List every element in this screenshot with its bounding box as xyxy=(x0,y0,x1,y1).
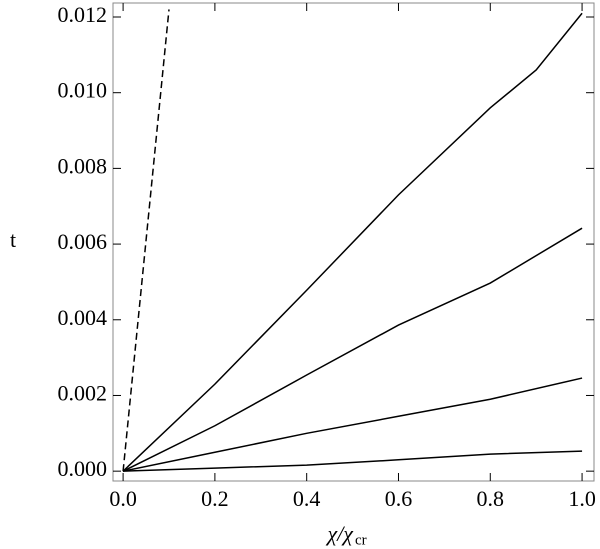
x-axis-label: χ/χ xyxy=(326,521,355,546)
y-tick-label: 0.000 xyxy=(58,456,108,481)
y-tick-label: 0.012 xyxy=(58,2,108,27)
y-axis-label: t xyxy=(10,227,16,252)
series-line xyxy=(122,377,583,472)
series-line xyxy=(122,227,583,472)
x-axis-label-sub: cr xyxy=(355,532,367,548)
x-tick-label: 0.8 xyxy=(477,486,505,511)
y-tick-label: 0.008 xyxy=(58,153,108,178)
x-tick-label: 0.0 xyxy=(109,486,137,511)
x-tick-label: 0.6 xyxy=(385,486,413,511)
y-tick-label: 0.006 xyxy=(58,229,108,254)
series-line xyxy=(122,9,170,472)
y-tick-label: 0.002 xyxy=(58,381,108,406)
y-tick-label: 0.010 xyxy=(58,78,108,103)
x-tick-label: 0.4 xyxy=(293,486,321,511)
x-tick-label: 1.0 xyxy=(568,486,596,511)
plot-frame xyxy=(112,2,595,482)
series-line xyxy=(122,12,583,472)
y-tick-label: 0.004 xyxy=(58,305,108,330)
x-tick-label: 0.2 xyxy=(201,486,229,511)
series-line xyxy=(123,450,583,472)
